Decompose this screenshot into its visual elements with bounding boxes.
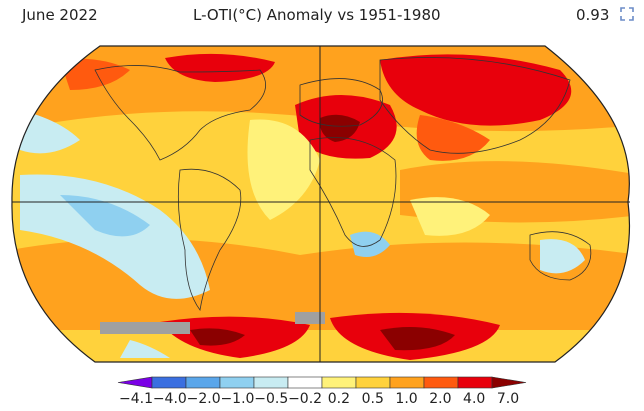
color-scale-cell (491, 376, 527, 389)
indian-ocean-light-patch (410, 197, 490, 236)
color-scale-tick-label: 0.5 (362, 391, 384, 407)
color-scale-cell (457, 376, 493, 389)
color-scale-cells (117, 376, 527, 389)
south-america-outline (177, 168, 242, 311)
asia-outline (379, 57, 571, 154)
color-scale-tick-label: −0.2 (288, 391, 322, 407)
anomaly-field (11, 46, 630, 362)
no-data-region-west (100, 322, 190, 334)
color-scale-cell (117, 376, 153, 389)
north-america-red-patch (165, 53, 275, 82)
color-scale-tick-label: −4.0 (153, 391, 187, 407)
color-scale-tick-label: 7.0 (497, 391, 519, 407)
no-data-region-east (295, 312, 325, 324)
color-scale-tick-label: 4.0 (463, 391, 485, 407)
color-scale-ticks: −4.1 −4.0 −2.0 −1.0 −0.5 −0.2 0.2 0.5 1.0 2.0 4.0 7… (119, 391, 519, 407)
color-scale-cell (253, 376, 289, 389)
color-scale-tick-label: −4.1 (119, 391, 153, 407)
color-scale-tick-label: −0.5 (254, 391, 288, 407)
map-border (11, 45, 631, 363)
australia-cool-patch (540, 239, 585, 274)
expand-icon[interactable] (620, 7, 634, 21)
australia-outline (529, 231, 592, 281)
color-scale-cell (423, 376, 459, 389)
color-scale-cell (219, 376, 255, 389)
europe-dark-red-patch (319, 114, 360, 142)
antarctic-dark-red-east (380, 326, 455, 351)
pacific-cool-region (20, 174, 210, 299)
map-title: L-OTI(°C) Anomaly vs 1951-1980 (193, 6, 441, 24)
color-scale-cell (389, 376, 425, 389)
color-scale-cell (185, 376, 221, 389)
coastlines (94, 57, 592, 311)
pacific-cooler-region (60, 195, 150, 237)
color-scale-tick-label: 1.0 (395, 391, 417, 407)
africa-outline (309, 137, 397, 247)
europe-outline (299, 78, 383, 127)
color-scale-tick-label: 0.2 (328, 391, 350, 407)
color-scale-tick-label: −2.0 (187, 391, 221, 407)
color-scale-tick-label: −1.0 (220, 391, 254, 407)
asia-red-patch (380, 54, 572, 126)
color-scale-cell (355, 376, 391, 389)
global-mean-anomaly: 0.93 (576, 6, 610, 24)
color-scale-cell (287, 376, 323, 389)
antarctic-dark-red-west (190, 328, 245, 346)
north-america-outline (94, 65, 267, 161)
map-date: June 2022 (22, 6, 98, 24)
north-pacific-cool-patch (20, 110, 80, 154)
antarctic-cool-patch (120, 340, 170, 358)
color-scale-cell (321, 376, 357, 389)
central-asia-red-orange (416, 115, 490, 161)
color-scale-tick-label: 2.0 (429, 391, 451, 407)
south-africa-cool-patch (350, 231, 390, 258)
atlantic-light-patch (247, 119, 320, 220)
color-scale-cell (151, 376, 187, 389)
